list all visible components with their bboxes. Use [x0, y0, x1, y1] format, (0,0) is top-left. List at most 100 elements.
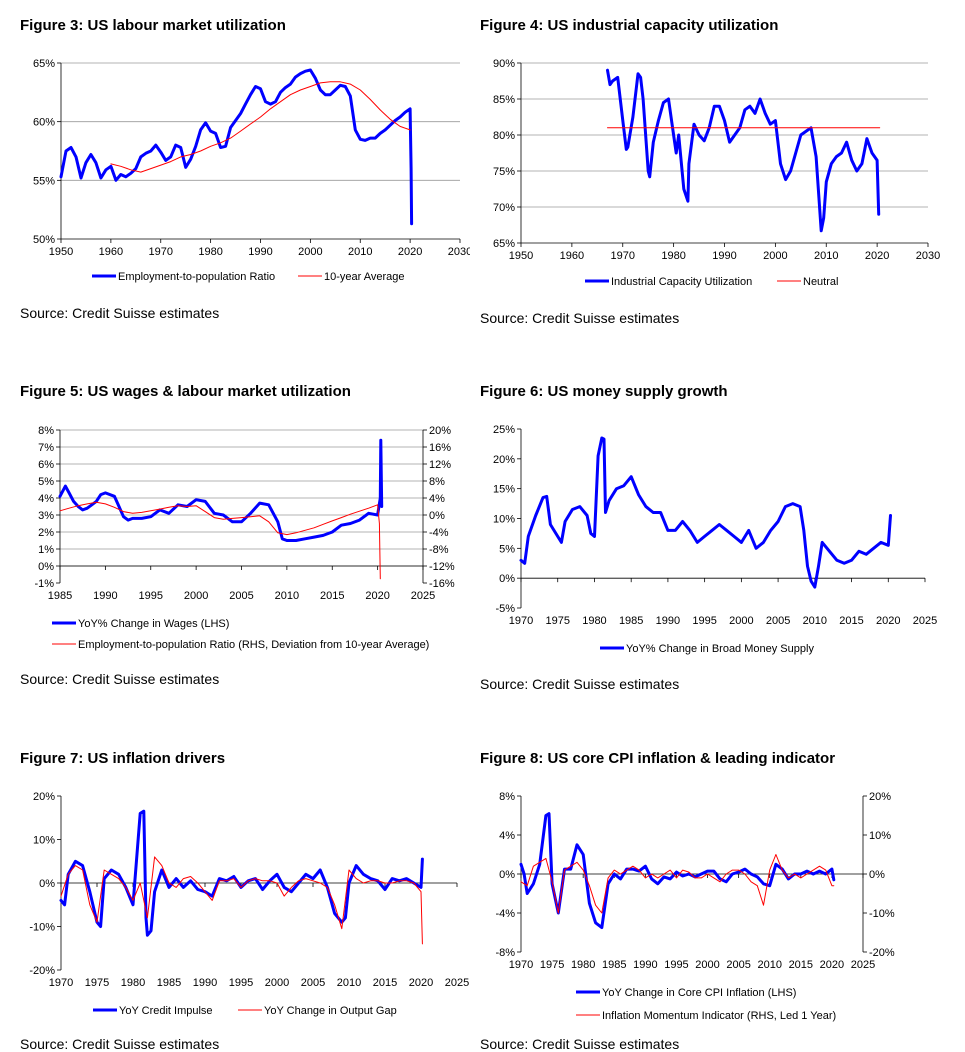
figure-4: Figure 4: US industrial capacity utiliza… [480, 17, 940, 337]
x-tick-label: 1985 [157, 977, 181, 989]
series-line [606, 68, 881, 233]
x-tick-label: 2015 [839, 615, 863, 627]
figure-title: Figure 8: US core CPI inflation & leadin… [480, 750, 836, 767]
figure-source: Source: Credit Suisse estimates [20, 305, 220, 321]
y-tick-label: 90% [493, 58, 515, 70]
legend-label: YoY Change in Output Gap [264, 1005, 397, 1017]
y-tick-label: 65% [493, 238, 515, 250]
y-right-tick-label: 16% [429, 442, 451, 454]
x-tick-label: 1990 [633, 959, 657, 971]
x-tick-label: 1995 [692, 615, 716, 627]
x-tick-label: 2020 [865, 250, 889, 262]
x-tick-label: 1990 [248, 246, 272, 258]
figure-8: Figure 8: US core CPI inflation & leadin… [480, 750, 940, 1052]
x-tick-label: 2005 [726, 959, 750, 971]
x-tick-label: 1995 [139, 590, 163, 602]
figure-source: Source: Credit Suisse estimates [480, 310, 680, 326]
x-tick-label: 1950 [49, 246, 73, 258]
x-tick-label: 2030 [916, 250, 940, 262]
x-tick-label: 1990 [93, 590, 117, 602]
figure-5: Figure 5: US wages & labour market utili… [20, 383, 470, 693]
figure-6-chart: -5% 0% 5% 10% 15% 20% 25% 1970 1975 1980 1985 1990 1… [493, 424, 937, 655]
y-tick-label: 75% [493, 166, 515, 178]
x-tick-label: 2025 [913, 615, 937, 627]
y-tick-label: 0% [39, 878, 55, 890]
y-tick-label: -4% [495, 908, 515, 920]
y-right-tick-label: -12% [429, 561, 455, 573]
y-tick-label: 8% [499, 791, 515, 803]
x-tick-label: 2010 [814, 250, 838, 262]
series-line [59, 501, 381, 580]
figure-6: Figure 6: US money supply growth -5% 0% 5%… [480, 383, 940, 693]
x-tick-label: 1995 [664, 959, 688, 971]
y-right-tick-label: -20% [869, 947, 895, 959]
y-tick-label: 55% [33, 175, 55, 187]
y-right-tick-label: 10% [869, 830, 891, 842]
y-tick-label: 70% [493, 202, 515, 214]
y-tick-label: -1% [34, 578, 54, 590]
x-tick-label: 2025 [411, 590, 435, 602]
y-tick-label: 15% [493, 484, 515, 496]
y-tick-label: 0% [499, 869, 515, 881]
x-tick-label: 2015 [789, 959, 813, 971]
legend-label: YoY% Change in Wages (LHS) [78, 618, 229, 630]
legend-label: Industrial Capacity Utilization [611, 276, 752, 288]
y-tick-label: 0% [38, 561, 54, 573]
y-tick-label: 3% [38, 510, 54, 522]
x-tick-label: 1990 [656, 615, 680, 627]
y-tick-label: -20% [29, 965, 55, 977]
x-tick-label: 2020 [398, 246, 422, 258]
x-tick-label: 2015 [373, 977, 397, 989]
x-tick-label: 2025 [851, 959, 875, 971]
y-right-tick-label: 20% [869, 791, 891, 803]
y-right-tick-label: -4% [429, 527, 449, 539]
legend-label: Neutral [803, 276, 838, 288]
series-line [519, 436, 892, 589]
x-tick-label: 2005 [301, 977, 325, 989]
y-tick-label: 80% [493, 130, 515, 142]
y-right-tick-label: 0% [429, 510, 445, 522]
y-tick-label: 6% [38, 459, 54, 471]
y-right-tick-label: 12% [429, 459, 451, 471]
x-tick-label: 2030 [448, 246, 470, 258]
series-line [520, 854, 835, 914]
x-tick-label: 1980 [582, 615, 606, 627]
legend-label: Employment-to-population Ratio [118, 271, 275, 283]
y-tick-label: 7% [38, 442, 54, 454]
legend-label: 10-year Average [324, 271, 405, 283]
figure-source: Source: Credit Suisse estimates [20, 1036, 220, 1052]
figure-7: Figure 7: US inflation drivers -20% -10% 0… [20, 750, 480, 1052]
x-tick-label: 1970 [149, 246, 173, 258]
x-tick-label: 2005 [229, 590, 253, 602]
y-tick-label: 10% [33, 835, 55, 847]
y-tick-label: -5% [495, 603, 515, 615]
y-tick-label: 4% [38, 493, 54, 505]
figure-7-chart: -20% -10% 0% 10% 20% 1970 1975 1980 1985 1990 1995… [29, 791, 469, 1017]
y-tick-label: 25% [493, 424, 515, 436]
figure-title: Figure 7: US inflation drivers [20, 750, 226, 767]
x-tick-label: 2025 [445, 977, 469, 989]
x-tick-label: 2000 [729, 615, 753, 627]
x-tick-label: 2000 [184, 590, 208, 602]
series-line [59, 809, 424, 937]
x-tick-label: 2010 [348, 246, 372, 258]
figure-3: Figure 3: US labour market utilization 5… [20, 17, 470, 327]
x-tick-label: 2000 [298, 246, 322, 258]
y-tick-label: 20% [33, 791, 55, 803]
series-line [110, 81, 411, 173]
x-tick-label: 1990 [193, 977, 217, 989]
x-tick-label: 1970 [509, 615, 533, 627]
x-tick-label: 2010 [275, 590, 299, 602]
x-tick-label: 1995 [229, 977, 253, 989]
x-tick-label: 2000 [265, 977, 289, 989]
y-tick-label: -10% [29, 922, 55, 934]
y-right-tick-label: 4% [429, 493, 445, 505]
x-tick-label: 1980 [121, 977, 145, 989]
y-right-tick-label: 0% [869, 869, 885, 881]
figure-title: Figure 4: US industrial capacity utiliza… [480, 17, 779, 34]
figure-source: Source: Credit Suisse estimates [480, 1036, 680, 1052]
y-tick-label: 8% [38, 425, 54, 437]
x-tick-label: 1975 [545, 615, 569, 627]
legend-label: YoY Change in Core CPI Inflation (LHS) [602, 987, 796, 999]
y-tick-label: 50% [33, 234, 55, 246]
